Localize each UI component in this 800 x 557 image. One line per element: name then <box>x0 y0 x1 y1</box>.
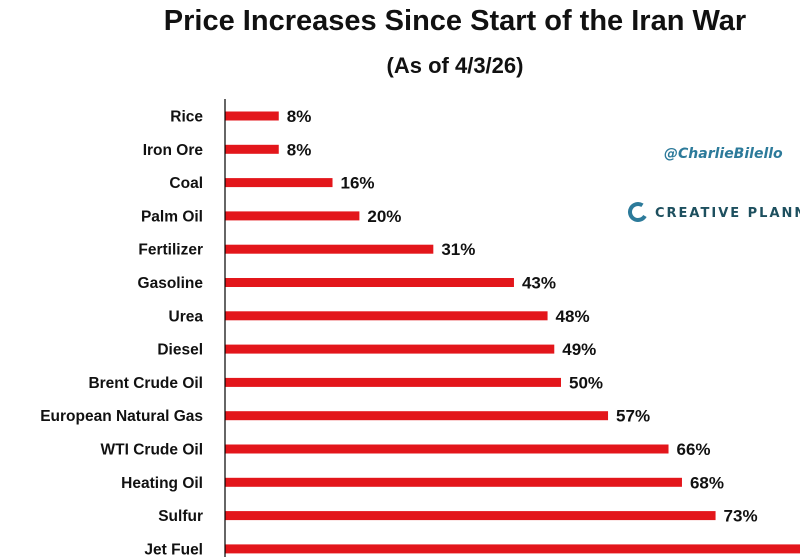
chart-title: Price Increases Since Start of the Iran … <box>164 5 746 37</box>
bar-rice <box>225 111 279 121</box>
value-label: 49% <box>562 340 596 359</box>
bar-wti-crude-oil <box>225 444 669 454</box>
bar-urea <box>225 311 548 321</box>
category-label: European Natural Gas <box>40 408 203 425</box>
category-label: Gasoline <box>138 275 204 292</box>
value-label: 48% <box>556 307 590 326</box>
category-label: Heating Oil <box>121 475 203 492</box>
bar-jet-fuel <box>225 544 800 554</box>
value-label: 8% <box>287 140 312 159</box>
category-label: Coal <box>169 175 203 192</box>
bar-fertilizer <box>225 244 434 254</box>
value-label: 50% <box>569 373 603 392</box>
category-label: Palm Oil <box>141 208 203 225</box>
bar-heating-oil <box>225 477 682 487</box>
bar-palm-oil <box>225 211 360 221</box>
value-label: 68% <box>690 473 724 492</box>
watermark: @CharlieBilello CREATIVE PLANNING <box>628 146 800 222</box>
value-label: 66% <box>677 440 711 459</box>
category-label: Rice <box>170 109 203 126</box>
category-label: Iron Ore <box>143 142 204 159</box>
value-label: 57% <box>616 407 650 426</box>
bar-coal <box>225 178 333 188</box>
value-label: 43% <box>522 274 556 293</box>
watermark-brand: CREATIVE PLANNING <box>655 206 800 221</box>
category-label: Jet Fuel <box>144 541 203 557</box>
bar-brent-crude-oil <box>225 377 561 387</box>
value-label: 16% <box>341 174 375 193</box>
value-label: 31% <box>441 240 475 259</box>
category-label: Sulfur <box>158 508 203 525</box>
plot-area: Rice 8% Iron Ore 8% Coal 16% Palm Oil 20% Fertil… <box>40 107 800 557</box>
chart-subtitle: (As of 4/3/26) <box>387 53 524 78</box>
category-label: Urea <box>169 308 204 325</box>
category-label: Diesel <box>157 342 203 359</box>
watermark-handle: @CharlieBilello <box>664 146 783 162</box>
bar-iron-ore <box>225 144 279 154</box>
value-label: 20% <box>367 207 401 226</box>
bar-european-natural-gas <box>225 411 609 421</box>
value-label: 8% <box>287 107 312 126</box>
bar-gasoline <box>225 278 514 287</box>
category-label: Brent Crude Oil <box>88 375 203 392</box>
bar-diesel <box>225 344 555 354</box>
bar-sulfur <box>225 511 716 521</box>
value-label: 73% <box>724 507 758 526</box>
category-label: Fertilizer <box>138 242 203 259</box>
category-label: WTI Crude Oil <box>101 442 203 459</box>
creative-planning-logo-icon <box>628 202 648 222</box>
